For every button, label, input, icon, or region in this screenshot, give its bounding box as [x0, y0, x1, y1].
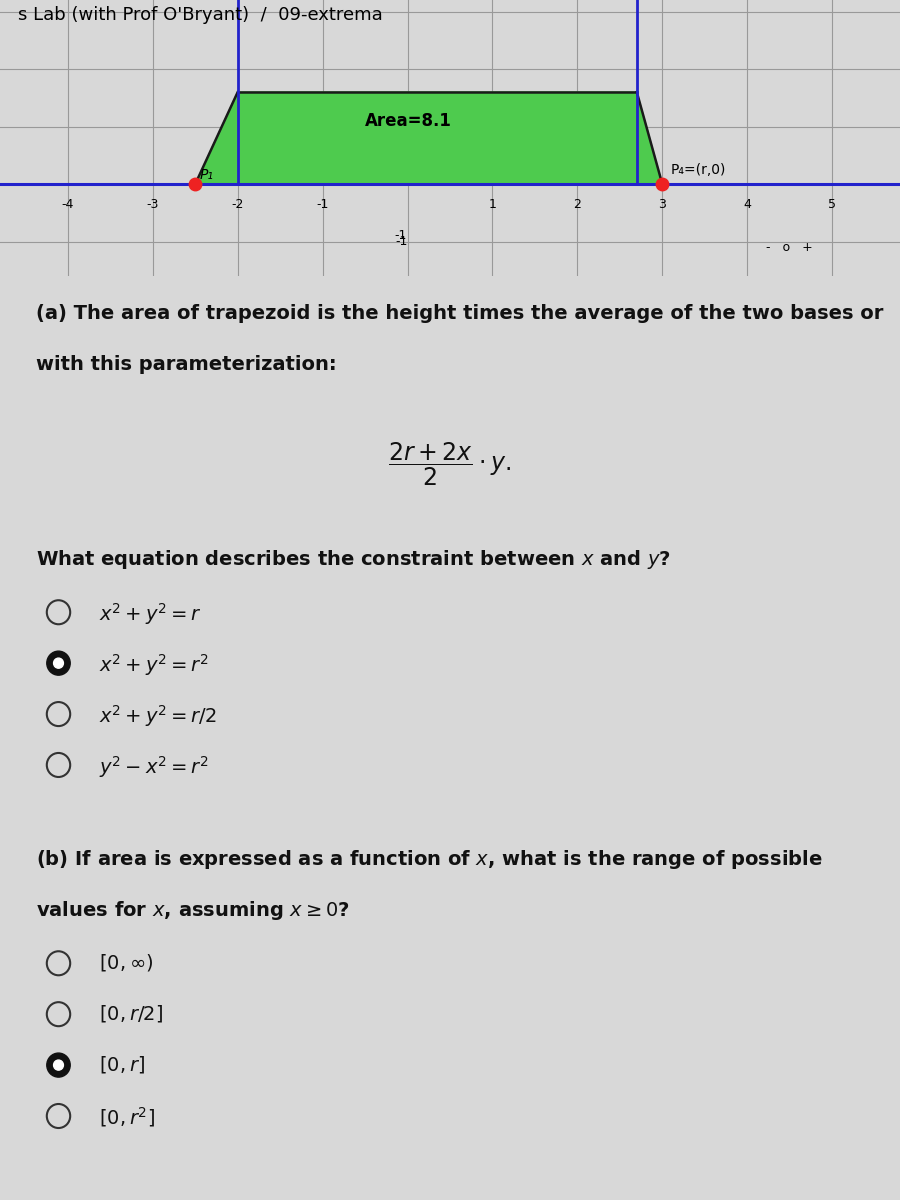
Text: $[0, r]$: $[0, r]$ — [99, 1054, 145, 1075]
Text: $x^2 + y^2 = r^2$: $x^2 + y^2 = r^2$ — [99, 652, 209, 678]
Text: 5: 5 — [828, 198, 836, 211]
Text: -1: -1 — [394, 229, 407, 242]
Text: $x^2 + y^2 = r/2$: $x^2 + y^2 = r/2$ — [99, 703, 217, 728]
Text: -1: -1 — [395, 235, 408, 248]
Text: What equation describes the constraint between $x$ and $y$?: What equation describes the constraint b… — [36, 547, 671, 570]
Text: -2: -2 — [231, 198, 244, 211]
Text: (a) The area of trapezoid is the height times the average of the two bases or: (a) The area of trapezoid is the height … — [36, 304, 884, 323]
Circle shape — [54, 1060, 63, 1070]
Circle shape — [54, 658, 63, 668]
Text: 3: 3 — [658, 198, 666, 211]
Circle shape — [47, 652, 70, 676]
Text: values for $x$, assuming $x \geq 0$?: values for $x$, assuming $x \geq 0$? — [36, 899, 350, 922]
Text: $\dfrac{2r + 2x}{2} \cdot y.$: $\dfrac{2r + 2x}{2} \cdot y.$ — [389, 440, 511, 487]
Text: -1: -1 — [317, 198, 328, 211]
Text: -3: -3 — [147, 198, 159, 211]
Text: s Lab (with Prof O'Bryant)  /  09-extrema: s Lab (with Prof O'Bryant) / 09-extrema — [18, 6, 382, 24]
Text: $[0, r^2]$: $[0, r^2]$ — [99, 1105, 155, 1129]
Text: -   o   +: - o + — [766, 241, 813, 253]
Circle shape — [47, 1054, 70, 1078]
Polygon shape — [195, 92, 662, 184]
Text: 4: 4 — [743, 198, 752, 211]
Text: -4: -4 — [62, 198, 74, 211]
Text: $[0, \infty)$: $[0, \infty)$ — [99, 952, 153, 973]
Text: 2: 2 — [573, 198, 581, 211]
Text: $[0, r/2]$: $[0, r/2]$ — [99, 1003, 163, 1024]
Text: 1: 1 — [489, 198, 497, 211]
Text: $x^2 + y^2 = r$: $x^2 + y^2 = r$ — [99, 601, 202, 628]
Text: Area=8.1: Area=8.1 — [365, 113, 452, 131]
Text: P₁: P₁ — [200, 168, 213, 182]
Text: (b) If area is expressed as a function of $x$, what is the range of possible: (b) If area is expressed as a function o… — [36, 847, 823, 871]
Text: $y^2 - x^2 = r^2$: $y^2 - x^2 = r^2$ — [99, 754, 209, 780]
Text: P₄=(r,0): P₄=(r,0) — [670, 163, 726, 176]
Text: with this parameterization:: with this parameterization: — [36, 355, 337, 373]
